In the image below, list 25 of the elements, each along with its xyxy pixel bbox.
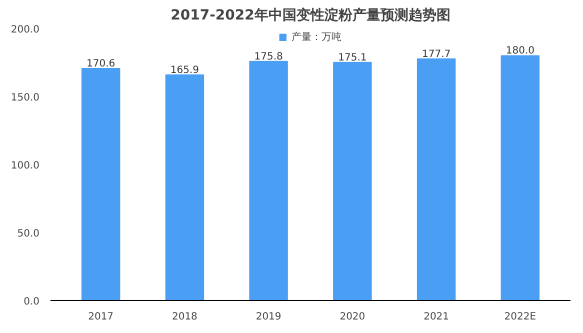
y-tick-label: 200.0 <box>10 24 40 36</box>
chart-title: 2017-2022年中国变性淀粉产量预测趋势图 <box>170 6 450 24</box>
text: 170.6 <box>86 58 116 70</box>
x-tick-label: 2020 <box>340 312 366 322</box>
x-tick-label: 2019 <box>256 312 282 322</box>
y-tick-label: 100.0 <box>10 160 40 172</box>
x-tick-label: 2022E <box>504 312 536 322</box>
bar <box>333 62 372 300</box>
bar <box>165 74 204 300</box>
text: 175.8 <box>254 51 283 62</box>
text: 165.9 <box>170 64 200 76</box>
y-tick-label: 0.0 <box>24 296 40 308</box>
legend-label: 产量：万吨 <box>292 30 342 44</box>
y-tick-label: 150.0 <box>10 92 40 104</box>
bar <box>416 58 456 300</box>
bar <box>249 60 288 300</box>
text: 175.1 <box>338 52 367 64</box>
x-tick-label: 2018 <box>172 312 198 322</box>
x-tick-label: 2017 <box>88 312 114 322</box>
bar <box>81 68 120 300</box>
text: 180.0 <box>506 46 535 57</box>
text: 177.7 <box>422 48 451 60</box>
y-tick-label: 50.0 <box>17 228 40 240</box>
bar <box>500 55 540 300</box>
x-tick-label: 2021 <box>424 312 450 322</box>
